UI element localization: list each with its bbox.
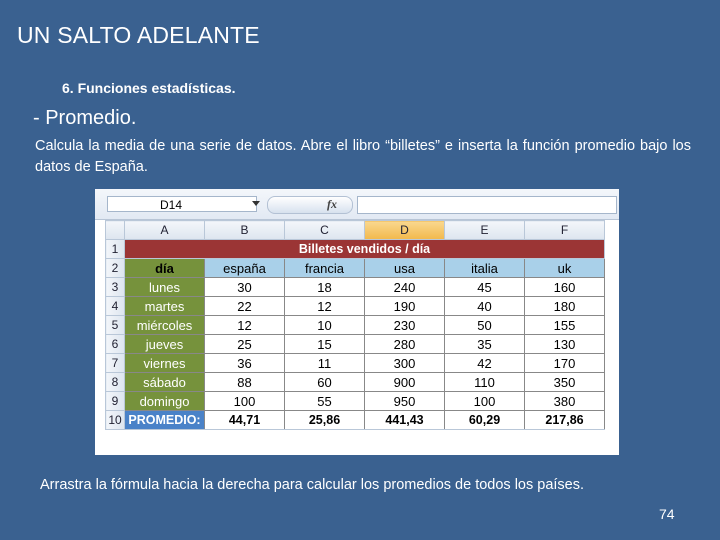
table-row: 3 lunes 30 18 240 45 160 — [105, 277, 605, 297]
value-cell[interactable]: 380 — [524, 391, 605, 411]
average-label-cell[interactable]: PROMEDIO: — [124, 410, 205, 430]
column-header-b[interactable]: B — [204, 220, 285, 240]
row-header-7[interactable]: 7 — [105, 353, 125, 373]
average-cell-italia[interactable]: 60,29 — [444, 410, 525, 430]
corner-cell[interactable] — [105, 220, 125, 240]
value-cell[interactable]: 22 — [204, 296, 285, 316]
value-cell[interactable]: 240 — [364, 277, 445, 297]
value-cell[interactable]: 155 — [524, 315, 605, 335]
row-header-5[interactable]: 5 — [105, 315, 125, 335]
value-cell[interactable]: 10 — [284, 315, 365, 335]
row-header-3[interactable]: 3 — [105, 277, 125, 297]
average-cell-espana[interactable]: 44,71 — [204, 410, 285, 430]
data-grid: A B C D E F 1 Billetes vendidos / día 2 … — [105, 220, 605, 430]
average-cell-francia[interactable]: 25,86 — [284, 410, 365, 430]
value-cell[interactable]: 42 — [444, 353, 525, 373]
header-cell-espana[interactable]: españa — [204, 258, 285, 278]
average-cell-uk[interactable]: 217,86 — [524, 410, 605, 430]
row-header-8[interactable]: 8 — [105, 372, 125, 392]
table-row: 4 martes 22 12 190 40 180 — [105, 296, 605, 316]
value-cell[interactable]: 12 — [284, 296, 365, 316]
header-cell-uk[interactable]: uk — [524, 258, 605, 278]
value-cell[interactable]: 100 — [204, 391, 285, 411]
header-cell-italia[interactable]: italia — [444, 258, 525, 278]
day-cell[interactable]: martes — [124, 296, 205, 316]
page-number: 74 — [659, 506, 675, 522]
table-row: 8 sábado 88 60 900 110 350 — [105, 372, 605, 392]
value-cell[interactable]: 170 — [524, 353, 605, 373]
value-cell[interactable]: 55 — [284, 391, 365, 411]
name-box[interactable]: D14 — [107, 196, 257, 212]
value-cell[interactable]: 18 — [284, 277, 365, 297]
value-cell[interactable]: 350 — [524, 372, 605, 392]
day-cell[interactable]: lunes — [124, 277, 205, 297]
day-cell[interactable]: sábado — [124, 372, 205, 392]
name-box-dropdown-icon[interactable] — [252, 201, 260, 206]
formula-input[interactable] — [357, 196, 617, 214]
average-row: 10 PROMEDIO: 44,71 25,86 441,43 60,29 21… — [105, 410, 605, 430]
day-cell[interactable]: jueves — [124, 334, 205, 354]
value-cell[interactable]: 11 — [284, 353, 365, 373]
average-cell-usa[interactable]: 441,43 — [364, 410, 445, 430]
row-header-9[interactable]: 9 — [105, 391, 125, 411]
value-cell[interactable]: 100 — [444, 391, 525, 411]
table-row: 9 domingo 100 55 950 100 380 — [105, 391, 605, 411]
value-cell[interactable]: 35 — [444, 334, 525, 354]
table-row: 7 viernes 36 11 300 42 170 — [105, 353, 605, 373]
value-cell[interactable]: 50 — [444, 315, 525, 335]
value-cell[interactable]: 15 — [284, 334, 365, 354]
value-cell[interactable]: 88 — [204, 372, 285, 392]
slide-title: UN SALTO ADELANTE — [17, 22, 260, 48]
value-cell[interactable]: 130 — [524, 334, 605, 354]
value-cell[interactable]: 280 — [364, 334, 445, 354]
value-cell[interactable]: 160 — [524, 277, 605, 297]
instruction-text: Calcula la media de una serie de datos. … — [35, 138, 691, 175]
formula-bar-pill — [267, 196, 353, 214]
banner-cell[interactable]: Billetes vendidos / día — [124, 239, 605, 259]
row-header-6[interactable]: 6 — [105, 334, 125, 354]
value-cell[interactable]: 900 — [364, 372, 445, 392]
spreadsheet-screenshot: D14 fx A B C D E F 1 Billetes vendidos /… — [95, 189, 619, 455]
footer-instruction: Arrastra la fórmula hacia la derecha par… — [40, 477, 585, 493]
table-row: 6 jueves 25 15 280 35 130 — [105, 334, 605, 354]
value-cell[interactable]: 36 — [204, 353, 285, 373]
column-header-d[interactable]: D — [364, 220, 445, 240]
value-cell[interactable]: 45 — [444, 277, 525, 297]
day-cell[interactable]: miércoles — [124, 315, 205, 335]
header-cell-dia[interactable]: día — [124, 258, 205, 278]
column-header-c[interactable]: C — [284, 220, 365, 240]
value-cell[interactable]: 12 — [204, 315, 285, 335]
slide-subtitle: 6. Funciones estadísticas. — [62, 80, 236, 96]
header-cell-francia[interactable]: francia — [284, 258, 365, 278]
row-header-1[interactable]: 1 — [105, 239, 125, 259]
header-cell-usa[interactable]: usa — [364, 258, 445, 278]
value-cell[interactable]: 30 — [204, 277, 285, 297]
day-cell[interactable]: domingo — [124, 391, 205, 411]
section-heading: - Promedio. — [33, 107, 137, 129]
value-cell[interactable]: 110 — [444, 372, 525, 392]
column-header-f[interactable]: F — [524, 220, 605, 240]
value-cell[interactable]: 300 — [364, 353, 445, 373]
row-header-10[interactable]: 10 — [105, 410, 125, 430]
table-row: 5 miércoles 12 10 230 50 155 — [105, 315, 605, 335]
day-cell[interactable]: viernes — [124, 353, 205, 373]
formula-bar: D14 fx — [95, 189, 619, 220]
value-cell[interactable]: 230 — [364, 315, 445, 335]
row-header-4[interactable]: 4 — [105, 296, 125, 316]
value-cell[interactable]: 950 — [364, 391, 445, 411]
fx-icon[interactable]: fx — [327, 197, 337, 211]
column-header-a[interactable]: A — [124, 220, 205, 240]
value-cell[interactable]: 180 — [524, 296, 605, 316]
value-cell[interactable]: 190 — [364, 296, 445, 316]
value-cell[interactable]: 25 — [204, 334, 285, 354]
column-header-e[interactable]: E — [444, 220, 525, 240]
value-cell[interactable]: 60 — [284, 372, 365, 392]
row-header-2[interactable]: 2 — [105, 258, 125, 278]
value-cell[interactable]: 40 — [444, 296, 525, 316]
